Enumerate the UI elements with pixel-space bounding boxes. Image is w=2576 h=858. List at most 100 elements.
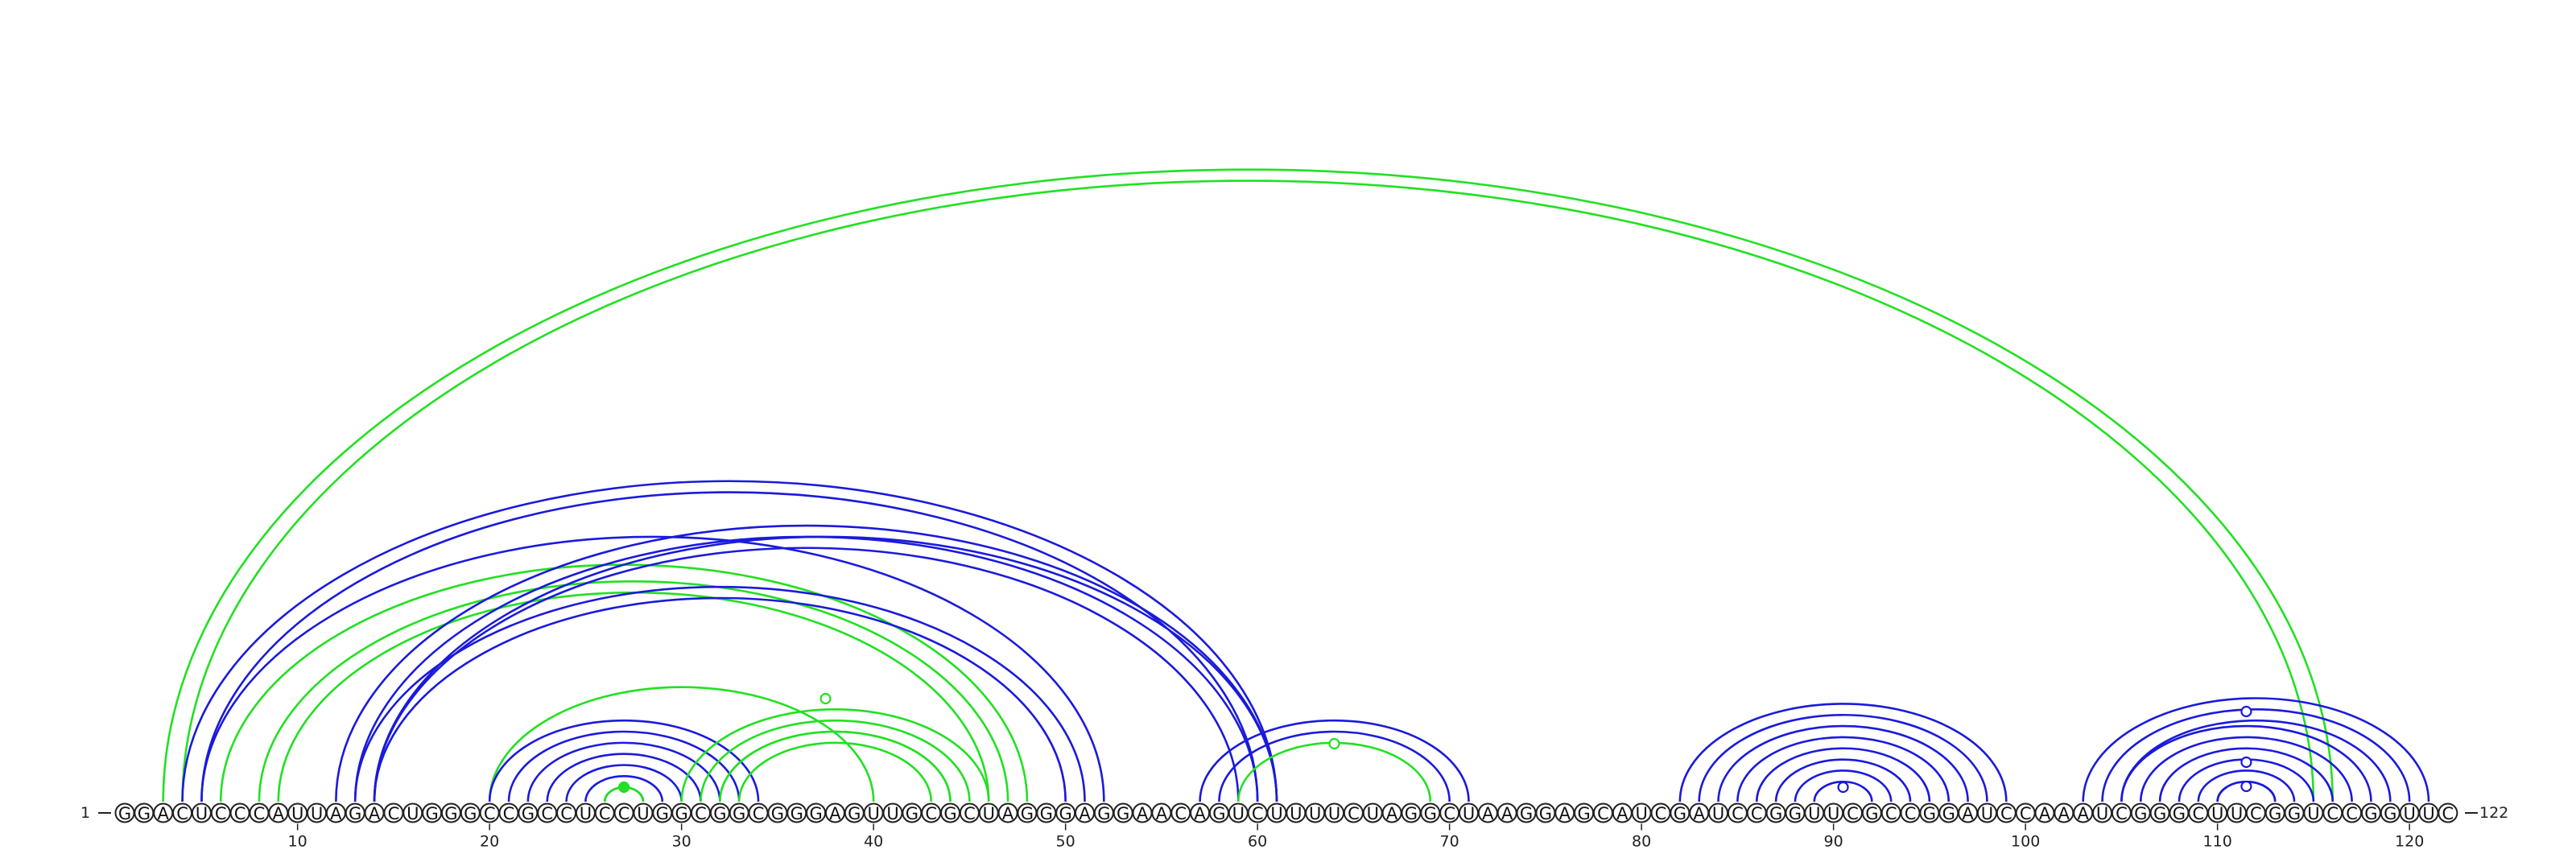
nucleotide-letter-107: G xyxy=(2153,804,2166,823)
nucleotide-letter-77: G xyxy=(1577,804,1590,823)
nucleotide-letter-65: C xyxy=(1348,804,1360,823)
nucleotide-letter-47: A xyxy=(1002,804,1014,823)
nucleotide-letter-59: U xyxy=(1232,804,1245,823)
base-pair-arc-5-60 xyxy=(200,491,1259,802)
nucleotide-letter-63: U xyxy=(1309,804,1321,823)
base-pair-arc-58-70 xyxy=(1218,730,1451,802)
nucleotide-letter-115: U xyxy=(2307,804,2319,823)
base-pair-arc-59-69 xyxy=(1237,741,1432,802)
tick-label-50: 50 xyxy=(1056,833,1075,851)
nucleotide-letter-68: G xyxy=(1405,804,1418,823)
nucleotide-letter-37: G xyxy=(809,804,822,823)
base-pair-arc-20-40 xyxy=(488,686,875,802)
nucleotide-letter-66: U xyxy=(1367,804,1379,823)
loop-marker-111b xyxy=(2240,756,2252,769)
nucleotide-letter-24: C xyxy=(560,804,572,823)
nucleotide-letter-86: C xyxy=(1751,804,1763,823)
nucleotide-letter-93: C xyxy=(1885,804,1897,823)
nucleotide-letter-73: A xyxy=(1501,804,1513,823)
nucleotide-letter-30: G xyxy=(675,804,688,823)
nucleotide-letter-121: U xyxy=(2422,804,2434,823)
loop-marker-111c xyxy=(2240,780,2252,793)
end-index-label: 122 xyxy=(2479,804,2508,822)
nucleotide-letter-80: U xyxy=(1635,804,1647,823)
base-pair-arc-9-46 xyxy=(277,591,990,802)
nucleotide-letter-27: C xyxy=(618,804,630,823)
base-pair-arc-105-118 xyxy=(2120,724,2372,802)
nucleotide-letter-40: U xyxy=(867,804,879,823)
nucleotide-letter-99: C xyxy=(2000,804,2013,823)
nucleotide-letter-46: U xyxy=(983,804,995,823)
base-pair-arc-84-97 xyxy=(1717,724,1969,802)
tick-label-80: 80 xyxy=(1632,833,1651,851)
base-pair-arc-31-45 xyxy=(700,719,971,802)
nucleotide-letter-9: A xyxy=(273,804,285,823)
base-pair-arc-25-29 xyxy=(584,775,664,802)
base-pair-arc-24-30 xyxy=(565,764,683,802)
nucleotide-letter-88: G xyxy=(1789,804,1802,823)
nucleotide-letter-48: G xyxy=(1021,804,1034,823)
loop-marker-111a xyxy=(2240,705,2252,718)
base-pair-arc-106-117 xyxy=(2139,736,2353,802)
nucleotide-letter-92: G xyxy=(1865,804,1878,823)
nucleotide-letter-81: C xyxy=(1655,804,1667,823)
nucleotide-letter-114: G xyxy=(2288,804,2301,823)
nucleotide-letter-87: G xyxy=(1769,804,1782,823)
tick-label-60: 60 xyxy=(1248,833,1267,851)
base-pair-arc-14-61 xyxy=(373,535,1278,802)
base-pair-arc-57-71 xyxy=(1199,719,1470,802)
nucleotide-letter-18: G xyxy=(444,804,457,823)
nucleotide-letter-53: G xyxy=(1117,804,1129,823)
nucleotide-letter-50: G xyxy=(1059,804,1072,823)
nucleotide-letter-13: G xyxy=(349,804,361,823)
nucleotide-letter-102: A xyxy=(2058,804,2070,823)
base-pair-arc-13-51 xyxy=(353,585,1086,802)
base-pair-arc-20-34 xyxy=(488,719,760,802)
nucleotide-letter-69: G xyxy=(1424,804,1437,823)
nucleotide-letter-34: C xyxy=(753,804,765,823)
base-pair-arc-5-52 xyxy=(200,535,1105,802)
nucleotide-letter-51: A xyxy=(1079,804,1091,823)
nucleotide-letter-94: C xyxy=(1905,804,1917,823)
nucleotide-letter-111: U xyxy=(2231,804,2243,823)
nucleotide-letter-10: U xyxy=(291,804,303,823)
base-pair-arc-23-31 xyxy=(546,753,702,802)
base-pair-arc-107-116 xyxy=(2158,747,2334,802)
nucleotide-letter-100: C xyxy=(2020,804,2032,823)
nucleotide-letter-29: G xyxy=(656,804,669,823)
nucleotide-letter-95: G xyxy=(1923,804,1936,823)
tick-label-110: 110 xyxy=(2203,833,2232,851)
nucleotide-letter-5: U xyxy=(196,804,208,823)
nucleotide-letter-20: C xyxy=(484,804,496,823)
base-pair-arc-82-99 xyxy=(1678,703,2008,802)
nucleotide-letter-7: C xyxy=(234,804,246,823)
nucleotide-letter-64: U xyxy=(1328,804,1340,823)
nucleotide-letter-55: A xyxy=(1156,804,1168,823)
tick-label-70: 70 xyxy=(1440,833,1459,851)
base-pair-arcs xyxy=(163,170,2430,802)
nucleotide-letter-76: A xyxy=(1559,804,1571,823)
nucleotide-circle-122 xyxy=(2438,802,2458,823)
nucleotide-letter-49: G xyxy=(1040,804,1053,823)
nucleotide-letter-89: U xyxy=(1808,804,1820,823)
nucleotide-letter-106: G xyxy=(2134,804,2147,823)
tick-label-20: 20 xyxy=(480,833,499,851)
nucleotide-letter-122: C xyxy=(2442,804,2454,823)
base-pair-arc-32-44 xyxy=(719,730,952,802)
base-pair-arc-4-61 xyxy=(181,480,1278,802)
nucleotide-letter-62: U xyxy=(1290,804,1302,823)
nucleotide-letter-118: G xyxy=(2364,804,2377,823)
nucleotide-letter-67: A xyxy=(1386,804,1398,823)
base-pair-arc-14-50 xyxy=(373,596,1067,802)
nucleotide-letter-4: C xyxy=(176,804,188,823)
base-pair-arc-14-59 xyxy=(373,547,1240,802)
base-pair-arc-85-96 xyxy=(1736,736,1951,802)
nucleotide-letter-108: G xyxy=(2173,804,2186,823)
base-pair-arc-13-60 xyxy=(353,535,1259,802)
nucleotide-letter-28: U xyxy=(637,804,649,823)
nucleotide-letter-22: G xyxy=(522,804,535,823)
tick-label-30: 30 xyxy=(672,833,691,851)
nucleotide-letter-110: U xyxy=(2211,804,2223,823)
nucleotide-letter-113: G xyxy=(2268,804,2281,823)
